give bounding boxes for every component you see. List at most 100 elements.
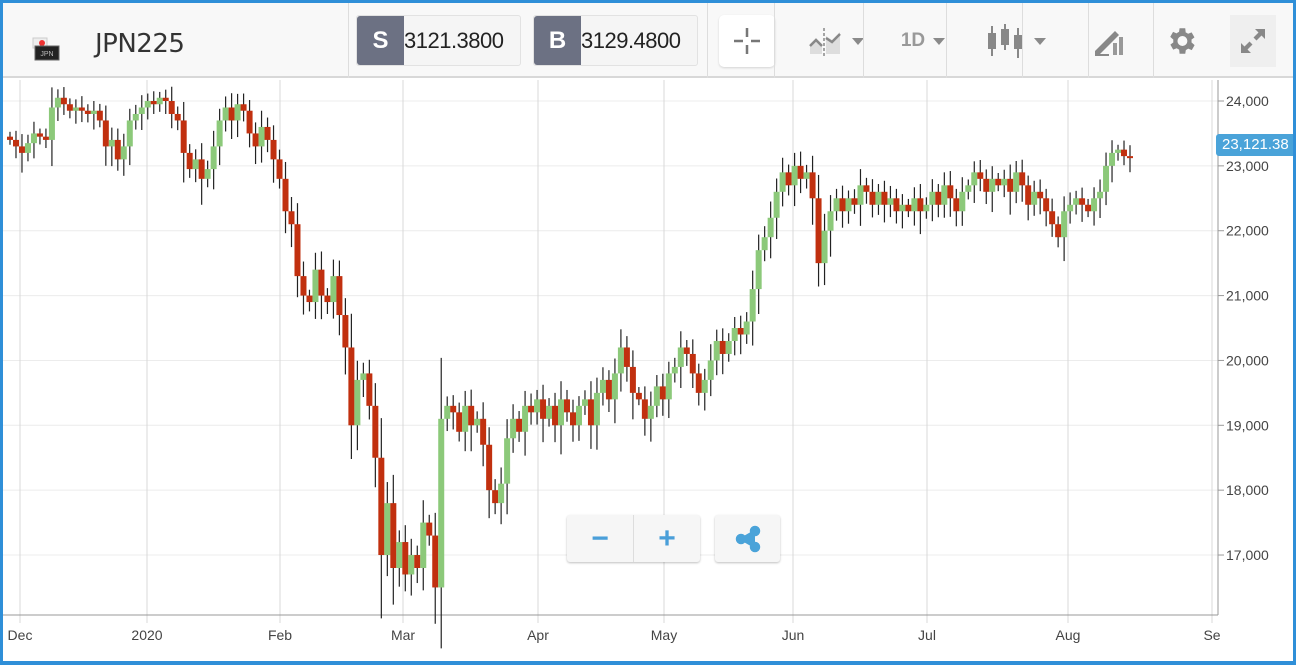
timeframe-select[interactable]: 1D: [883, 15, 963, 67]
candle-down: [815, 198, 822, 264]
candle-up: [438, 418, 445, 588]
candle-up: [1097, 191, 1104, 199]
candle-up: [1115, 149, 1122, 153]
candle-down: [252, 133, 259, 147]
candle-down: [174, 113, 181, 121]
y-tick-label: 19,000: [1226, 417, 1269, 433]
candle-up: [593, 392, 600, 426]
candle-up: [965, 185, 972, 192]
candle-up: [647, 405, 654, 419]
sell-label: S: [357, 16, 404, 65]
candle-down: [953, 198, 960, 212]
candle-up: [707, 360, 714, 380]
logo-text: JPN: [40, 51, 53, 58]
divider: [1022, 3, 1023, 78]
crosshair-button[interactable]: [719, 15, 775, 67]
candle-up: [312, 269, 319, 303]
candle-down: [150, 101, 157, 105]
compare-button[interactable]: [798, 15, 873, 67]
candle-up: [743, 321, 750, 335]
candle-up: [156, 97, 163, 105]
zoom-out-button[interactable]: −: [591, 521, 609, 555]
candle-up: [222, 107, 229, 121]
candle-down: [468, 405, 475, 426]
y-tick-label: 20,000: [1226, 352, 1269, 368]
candle-down: [1025, 185, 1032, 205]
candle-down: [342, 315, 349, 348]
timeframe-label: 1D: [900, 30, 926, 51]
candle-down: [282, 178, 289, 212]
candle-up: [731, 328, 738, 341]
candle-up: [210, 146, 217, 170]
candle-down: [1055, 224, 1062, 238]
buy-button[interactable]: B 3129.4800: [533, 15, 698, 66]
candle-down: [719, 340, 726, 354]
candle-down: [36, 133, 43, 137]
candle-down: [288, 211, 295, 225]
candle-down: [552, 405, 559, 426]
candle-down: [947, 185, 954, 199]
candle-up: [510, 418, 517, 439]
candle-up: [1031, 191, 1038, 205]
candle-down: [1079, 198, 1086, 205]
x-tick-label: Mar: [391, 627, 415, 643]
candle-up: [791, 165, 798, 186]
candle-down: [186, 152, 193, 170]
zoom-in-button[interactable]: +: [633, 515, 700, 562]
y-tick-label: 17,000: [1226, 547, 1269, 563]
candle-down: [839, 198, 846, 212]
chart-type-select[interactable]: [973, 15, 1058, 67]
candle-down: [240, 104, 247, 111]
x-tick-label: Apr: [527, 627, 549, 643]
candle-up: [1091, 198, 1098, 212]
share-button[interactable]: [715, 515, 780, 562]
divider: [1088, 3, 1089, 78]
candle-down: [1127, 156, 1133, 159]
gear-icon: [1170, 28, 1195, 54]
candle-up: [24, 143, 31, 153]
candle-down: [18, 146, 25, 153]
candle-down: [366, 373, 373, 406]
candle-up: [617, 347, 624, 374]
candle-up: [599, 379, 606, 393]
candle-up: [887, 198, 894, 205]
candle-down: [450, 405, 457, 413]
candle-down: [60, 97, 67, 105]
candle-up: [923, 204, 930, 212]
candle-up: [462, 405, 469, 432]
candle-up: [611, 373, 618, 400]
candle-up: [911, 198, 918, 212]
settings-button[interactable]: [1158, 15, 1204, 67]
candle-down: [564, 399, 571, 413]
candle-up: [767, 217, 774, 238]
divider: [863, 3, 864, 78]
candle-up: [653, 386, 660, 406]
candle-down: [276, 159, 283, 179]
candle-up: [54, 97, 61, 108]
candle-down: [540, 399, 547, 419]
candle-up: [534, 399, 541, 413]
fullscreen-button[interactable]: [1230, 15, 1276, 67]
candle-up: [845, 198, 852, 212]
divider: [1153, 3, 1154, 78]
share-icon: [735, 525, 760, 552]
candle-up: [546, 405, 553, 419]
candle-down: [689, 353, 696, 374]
candle-down: [683, 347, 690, 354]
candle-down: [863, 185, 870, 192]
x-tick-label: Aug: [1056, 627, 1081, 643]
candle-down: [881, 191, 888, 205]
y-tick-label: 21,000: [1226, 288, 1269, 304]
candle-up: [971, 172, 978, 186]
candle-up: [132, 113, 139, 121]
candle-up: [204, 169, 211, 179]
sell-button[interactable]: S 3121.3800: [356, 15, 521, 66]
draw-tools-button[interactable]: [1083, 15, 1133, 67]
candle-up: [671, 366, 678, 374]
candle-down: [66, 104, 73, 111]
candle-up: [30, 133, 37, 144]
symbol-title: JPN225: [95, 29, 185, 59]
candle-up: [827, 211, 834, 231]
candle-up: [1061, 211, 1068, 238]
